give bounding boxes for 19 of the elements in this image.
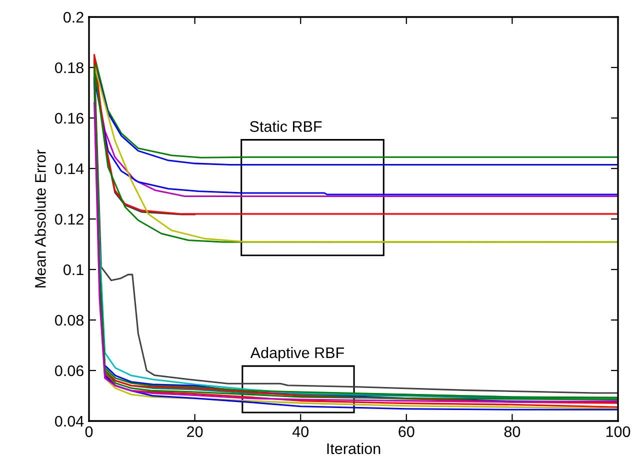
annotation: Adaptive RBF — [250, 346, 344, 362]
x-tick-label: 80 — [504, 426, 520, 438]
y-tick-label: 0.08 — [55, 314, 84, 326]
x-tick-label: 20 — [187, 426, 203, 438]
x-tick-label: 40 — [292, 426, 308, 438]
y-axis-title: Mean Absolute Error — [34, 150, 46, 288]
x-axis-title: Iteration — [327, 442, 380, 454]
y-tick-label: 0.06 — [55, 365, 84, 376]
y-tick-label: 0.14 — [55, 163, 84, 174]
y-tick-label: 0.1 — [64, 264, 84, 276]
x-tick-label: 100 — [606, 426, 630, 438]
x-tick-label: 0 — [85, 426, 93, 438]
x-tick-label: 60 — [398, 426, 414, 438]
annotation: Static RBF — [250, 120, 322, 132]
y-tick-label: 0.2 — [64, 12, 84, 23]
y-tick-label: 0.18 — [55, 62, 84, 74]
y-tick-label: 0.04 — [55, 416, 84, 427]
y-tick-label: 0.16 — [55, 112, 84, 124]
y-tick-label: 0.12 — [55, 214, 84, 225]
